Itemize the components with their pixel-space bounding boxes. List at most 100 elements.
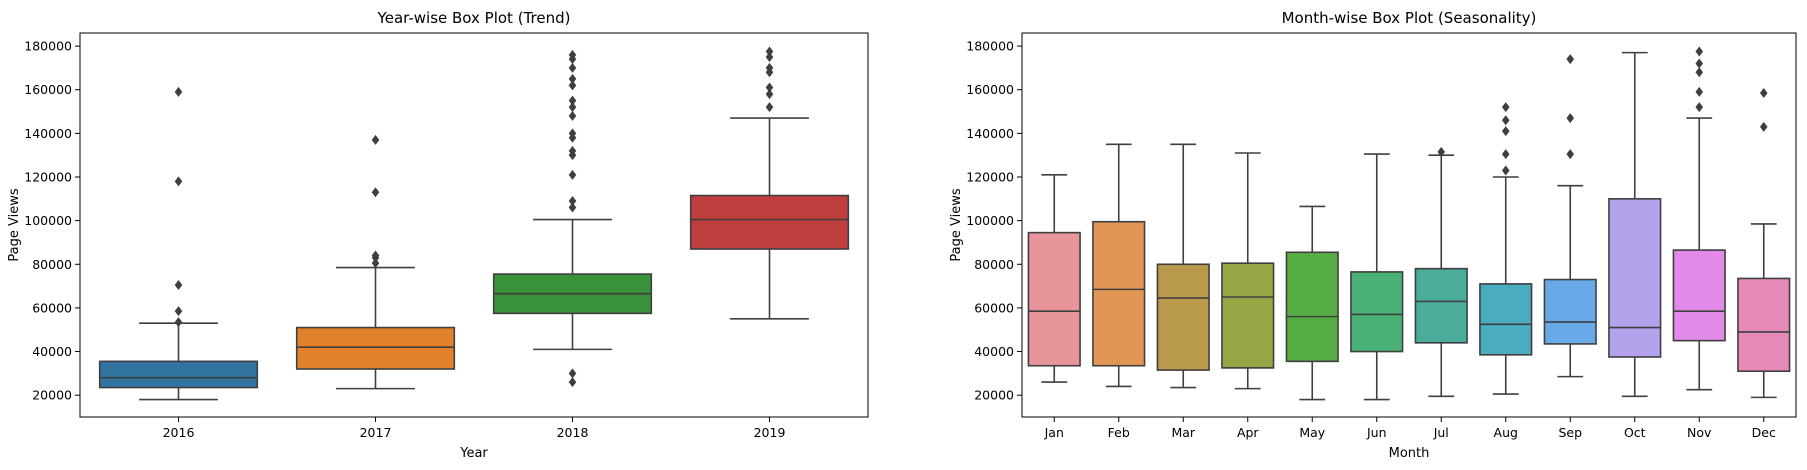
outlier-point [765, 89, 774, 100]
x-tick-label: 2018 [557, 425, 589, 440]
y-tick-label: 80000 [974, 257, 1014, 272]
box-sep [1543, 54, 1597, 378]
outlier-point [765, 46, 774, 57]
y-tick-label: 40000 [32, 344, 72, 359]
outlier-point [568, 110, 577, 121]
y-tick-label: 120000 [24, 170, 72, 185]
box-2016 [98, 86, 259, 401]
box-body [1092, 220, 1146, 367]
y-tick-label: 20000 [32, 388, 72, 403]
x-tick-label: Feb [1108, 425, 1130, 440]
y-tick-label: 40000 [974, 344, 1014, 359]
x-tick-label: Aug [1494, 425, 1518, 440]
outlier-point [1501, 102, 1510, 113]
x-tick-label: May [1299, 425, 1325, 440]
x-tick-label: Oct [1624, 425, 1646, 440]
outlier-point [174, 176, 183, 187]
box-jun [1350, 153, 1404, 401]
y-axis-label: Page Views [7, 188, 22, 261]
box-body [98, 360, 259, 389]
outlier-point [1759, 88, 1768, 98]
y-tick-label: 140000 [966, 126, 1014, 141]
outlier-point [1566, 54, 1575, 65]
y-tick-label: 100000 [24, 213, 72, 228]
box-aug [1479, 102, 1533, 395]
outlier-point [174, 306, 183, 317]
box-body [1285, 251, 1339, 363]
outlier-point [568, 368, 577, 379]
outlier-point [568, 54, 577, 65]
box-body [1672, 249, 1726, 342]
y-tick-label: 60000 [974, 300, 1014, 315]
outlier-point [568, 132, 577, 143]
box-body [1156, 263, 1210, 371]
box-body [689, 194, 850, 250]
box-may [1285, 205, 1339, 401]
x-axis-label: Year [459, 446, 488, 461]
outlier-point [765, 67, 774, 78]
outlier-point [765, 52, 774, 62]
plot-frame [79, 32, 869, 418]
box-body [1608, 198, 1662, 358]
box-apr [1221, 152, 1275, 390]
x-tick-label: Nov [1687, 425, 1712, 440]
y-tick-label: 120000 [966, 170, 1014, 185]
outlier-point [1501, 165, 1510, 176]
outlier-point [1695, 46, 1704, 57]
box-2017 [295, 134, 456, 390]
outlier-point [174, 317, 183, 328]
box-body [1414, 267, 1468, 344]
box-body [1543, 278, 1597, 345]
box-body [1737, 277, 1791, 372]
y-tick-label: 180000 [24, 39, 72, 54]
outlier-point [568, 80, 577, 91]
outlier-point [1759, 121, 1768, 132]
box-body [295, 326, 456, 370]
outlier-point [765, 102, 774, 113]
outlier-point [174, 86, 183, 97]
outlier-point [174, 280, 183, 290]
outlier-point [568, 95, 577, 106]
y-tick-label: 160000 [24, 82, 72, 97]
x-tick-label: Apr [1237, 425, 1259, 440]
outlier-point [568, 150, 577, 161]
outlier-point [568, 196, 577, 206]
box-dec [1737, 88, 1791, 399]
box-jul [1414, 146, 1468, 398]
chart-title: Year-wise Box Plot (Trend) [377, 9, 571, 27]
outlier-point [568, 62, 577, 73]
outlier-point [568, 169, 577, 180]
box-body [1027, 231, 1081, 367]
y-tick-label: 100000 [966, 213, 1014, 228]
outlier-point [371, 187, 380, 198]
outlier-point [1695, 67, 1704, 78]
outlier-point [1695, 102, 1704, 113]
box-body [1221, 262, 1275, 369]
box-feb [1092, 143, 1146, 388]
outlier-point [371, 134, 380, 145]
x-tick-label: Mar [1171, 425, 1195, 440]
outlier-point [1437, 146, 1446, 157]
year-wise-box-plot: 20000 40000 60000 80000 100000 120000 140000 16… [7, 9, 869, 461]
y-tick-label: 60000 [32, 300, 72, 315]
outlier-point [371, 252, 380, 263]
box-nov [1672, 46, 1726, 391]
x-tick-label: Jan [1044, 425, 1064, 440]
outlier-point [568, 202, 577, 213]
outlier-point [568, 73, 577, 84]
chart-title: Month-wise Box Plot (Seasonality) [1282, 9, 1537, 27]
outlier-point [1695, 58, 1704, 69]
box-2019 [689, 46, 850, 320]
x-axis-label: Month [1389, 446, 1430, 461]
outlier-point [1501, 126, 1510, 137]
y-tick-label: 160000 [966, 82, 1014, 97]
box-body [1350, 271, 1404, 353]
y-tick-label: 20000 [974, 388, 1014, 403]
outlier-point [568, 377, 577, 388]
plot-frame [1021, 32, 1797, 418]
x-tick-label: Dec [1752, 425, 1776, 440]
outlier-point [1501, 149, 1510, 160]
outlier-point [765, 82, 774, 93]
x-tick-label: 2019 [754, 425, 786, 440]
